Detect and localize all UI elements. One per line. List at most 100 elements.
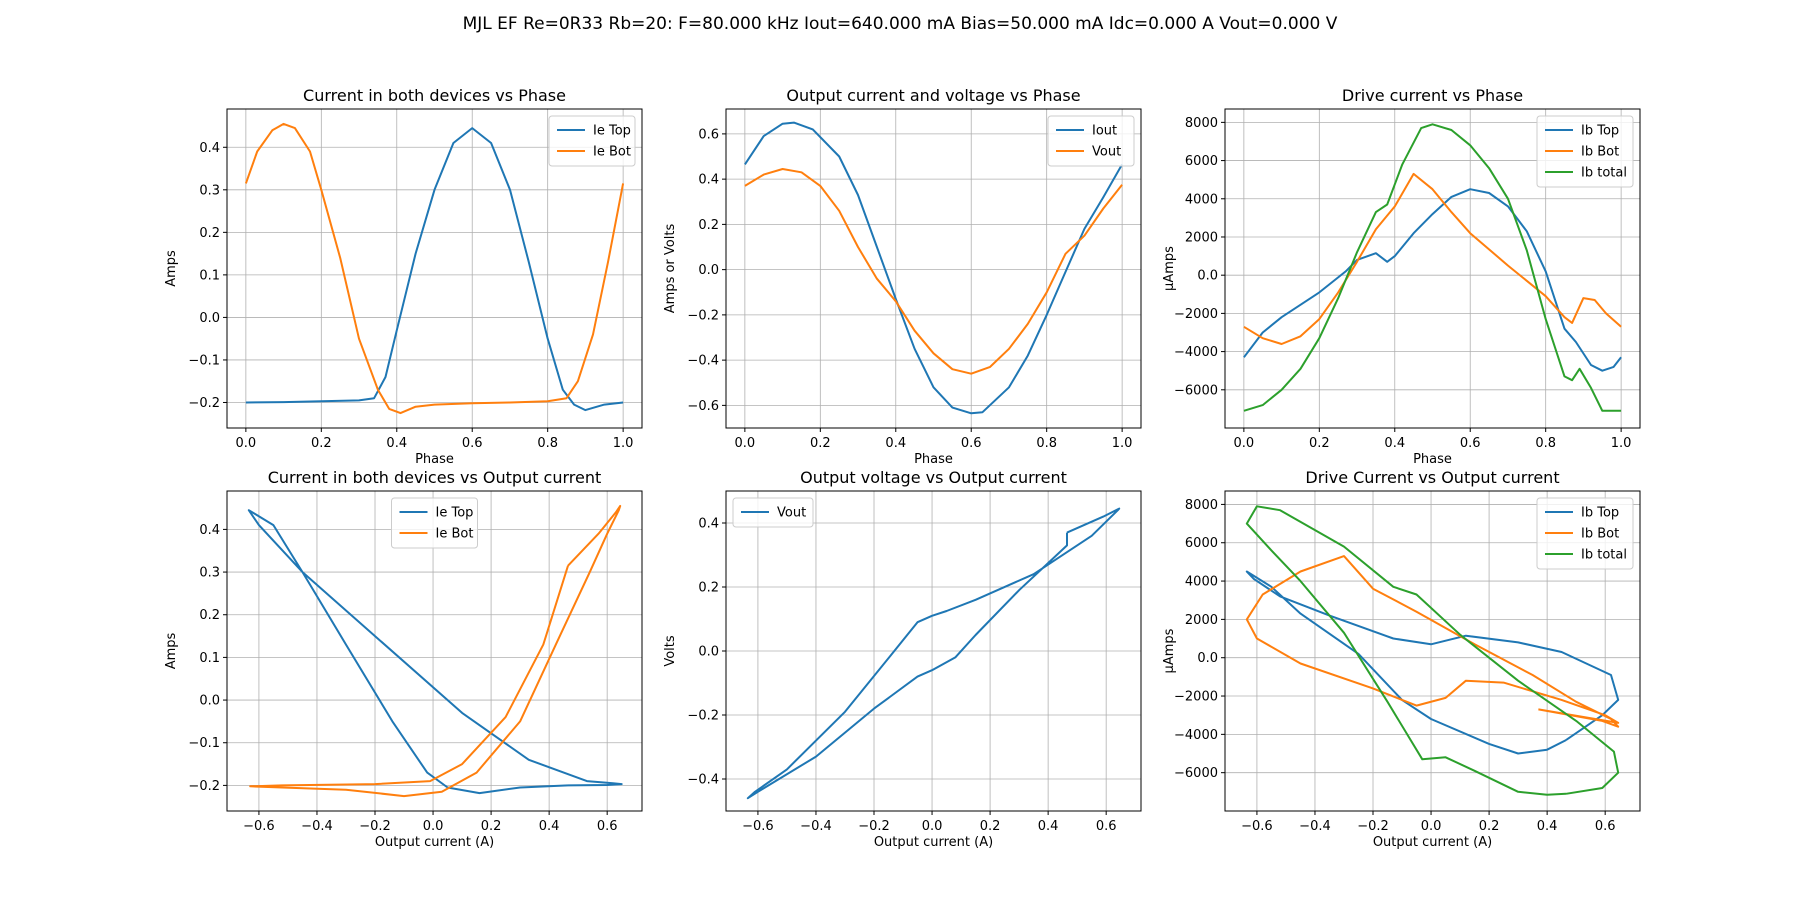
y-tick-label: 0.6: [698, 127, 719, 142]
x-tick-label: 0.4: [885, 436, 906, 451]
legend-label: Ib Bot: [1581, 145, 1619, 160]
legend-label: Ie Bot: [593, 145, 631, 160]
x-tick-label: 0.4: [1537, 819, 1558, 834]
legend-label: Ib total: [1581, 166, 1627, 181]
subplot-title: Current in both devices vs Output curren…: [268, 468, 602, 487]
x-tick-label: 0.2: [980, 819, 1001, 834]
x-tick-label: 0.2: [311, 436, 332, 451]
x-tick-label: 0.0: [236, 436, 257, 451]
y-tick-label: 0.1: [199, 268, 220, 283]
y-tick-label: 8000: [1185, 116, 1218, 131]
series-line-ib-top: [1243, 188, 1622, 372]
y-tick-label: −0.1: [188, 736, 220, 751]
legend: Iout Vout: [1047, 115, 1135, 167]
series-line-ib-total: [1245, 505, 1620, 796]
y-tick-label: 4000: [1185, 192, 1218, 207]
x-tick-label: 1.0: [1112, 436, 1133, 451]
series-line-ib-bot: [1245, 555, 1620, 728]
y-tick-label: 0.0: [698, 645, 719, 660]
subplot-1: 0.0 0.2 0.4 0.6 0.8 1.0 −0.2 −0.1 0.0 0.1 0.2 0.3 0.…: [164, 86, 643, 467]
x-tick-label: 0.0: [1421, 819, 1442, 834]
legend-label: Vout: [777, 506, 806, 521]
x-tick-label: −0.6: [243, 819, 275, 834]
subplot-3: 0.0 0.2 0.4 0.6 0.8 1.0 −6000 −4000 −2000 0.0 2000…: [1162, 86, 1641, 467]
x-axis-label: Phase: [415, 452, 454, 467]
legend-label: Ib Bot: [1581, 527, 1619, 542]
legend-frame: [1047, 115, 1135, 167]
y-tick-label: 0.2: [199, 226, 220, 241]
y-tick-label: −0.2: [687, 308, 719, 323]
legend-label: Ie Top: [593, 124, 631, 139]
subplot-title: Output voltage vs Output current: [800, 468, 1067, 487]
legend-frame: [1536, 115, 1634, 188]
axes-frame: [725, 108, 1142, 429]
y-tick-label: −0.2: [687, 709, 719, 724]
series-line-ib-top: [1245, 570, 1620, 755]
y-axis-label: Amps: [164, 632, 179, 669]
y-axis-label: Amps: [164, 250, 179, 287]
legend-label: Ib Top: [1581, 124, 1619, 139]
y-tick-label: −0.4: [687, 354, 719, 369]
legend-frame: [391, 497, 478, 549]
x-tick-label: 0.0: [1234, 436, 1255, 451]
subplot-4: −0.6 −0.4 −0.2 0.0 0.2 0.4 0.6 −0.2 −0.1 0.0 0.1 0.…: [164, 468, 643, 850]
y-tick-label: 6000: [1185, 154, 1218, 169]
legend-label: Ib total: [1581, 548, 1627, 563]
series-line-iout: [744, 121, 1123, 415]
axes-frame: [226, 490, 643, 812]
subplot-title: Drive current vs Phase: [1342, 86, 1523, 105]
subplot-title: Output current and voltage vs Phase: [786, 86, 1080, 105]
x-axis-label: Phase: [1413, 452, 1452, 467]
x-tick-label: −0.2: [1357, 819, 1389, 834]
y-tick-label: 2000: [1185, 613, 1218, 628]
y-tick-label: 0.0: [1197, 651, 1218, 666]
x-tick-label: 0.6: [1595, 819, 1616, 834]
legend-frame: [548, 115, 636, 167]
y-axis-label: μAmps: [1162, 246, 1177, 291]
x-tick-label: 0.4: [1038, 819, 1059, 834]
x-tick-label: 0.2: [1309, 436, 1330, 451]
x-tick-label: 0.2: [1479, 819, 1500, 834]
x-tick-label: −0.6: [742, 819, 774, 834]
x-tick-label: −0.4: [800, 819, 832, 834]
y-tick-label: −0.2: [188, 396, 220, 411]
y-tick-label: −0.1: [188, 353, 220, 368]
y-tick-label: 0.3: [199, 183, 220, 198]
y-tick-label: 0.3: [199, 566, 220, 581]
x-tick-label: 0.6: [462, 436, 483, 451]
y-tick-label: 0.0: [199, 311, 220, 326]
legend-frame: [732, 497, 814, 528]
legend: Ib Top Ib Bot Ib total: [1536, 497, 1634, 570]
x-tick-label: 0.8: [537, 436, 558, 451]
y-tick-label: −6000: [1174, 766, 1218, 781]
y-tick-label: −4000: [1174, 728, 1218, 743]
y-tick-label: 6000: [1185, 536, 1218, 551]
x-tick-label: 0.8: [1036, 436, 1057, 451]
legend-label: Ie Top: [436, 506, 474, 521]
y-tick-label: 4000: [1185, 575, 1218, 590]
y-tick-label: −2000: [1174, 307, 1218, 322]
axes-frame: [226, 108, 643, 429]
y-tick-label: 0.0: [698, 263, 719, 278]
x-tick-label: 0.0: [423, 819, 444, 834]
legend: Vout: [732, 497, 814, 528]
x-tick-label: 0.2: [810, 436, 831, 451]
y-tick-label: 0.0: [199, 694, 220, 709]
figure-suptitle: MJL EF Re=0R33 Rb=20: F=80.000 kHz Iout=…: [462, 14, 1338, 34]
y-tick-label: 0.0: [1197, 269, 1218, 284]
y-tick-label: −2000: [1174, 690, 1218, 705]
y-tick-label: 8000: [1185, 498, 1218, 513]
x-tick-label: 0.8: [1535, 436, 1556, 451]
legend-label: Ie Bot: [436, 527, 474, 542]
y-tick-label: 0.1: [199, 651, 220, 666]
y-axis-label: Amps or Volts: [663, 224, 678, 314]
y-tick-label: 0.2: [698, 581, 719, 596]
y-tick-label: 0.2: [698, 218, 719, 233]
legend: Ie Top Ie Bot: [391, 497, 478, 549]
series-line-ib-bot: [1243, 172, 1622, 345]
subplot-5: −0.6 −0.4 −0.2 0.0 0.2 0.4 0.6 −0.4 −0.2 0.0 0.2 0.…: [663, 468, 1142, 850]
x-tick-label: 0.6: [961, 436, 982, 451]
legend-frame: [1536, 497, 1634, 570]
x-tick-label: 0.4: [386, 436, 407, 451]
